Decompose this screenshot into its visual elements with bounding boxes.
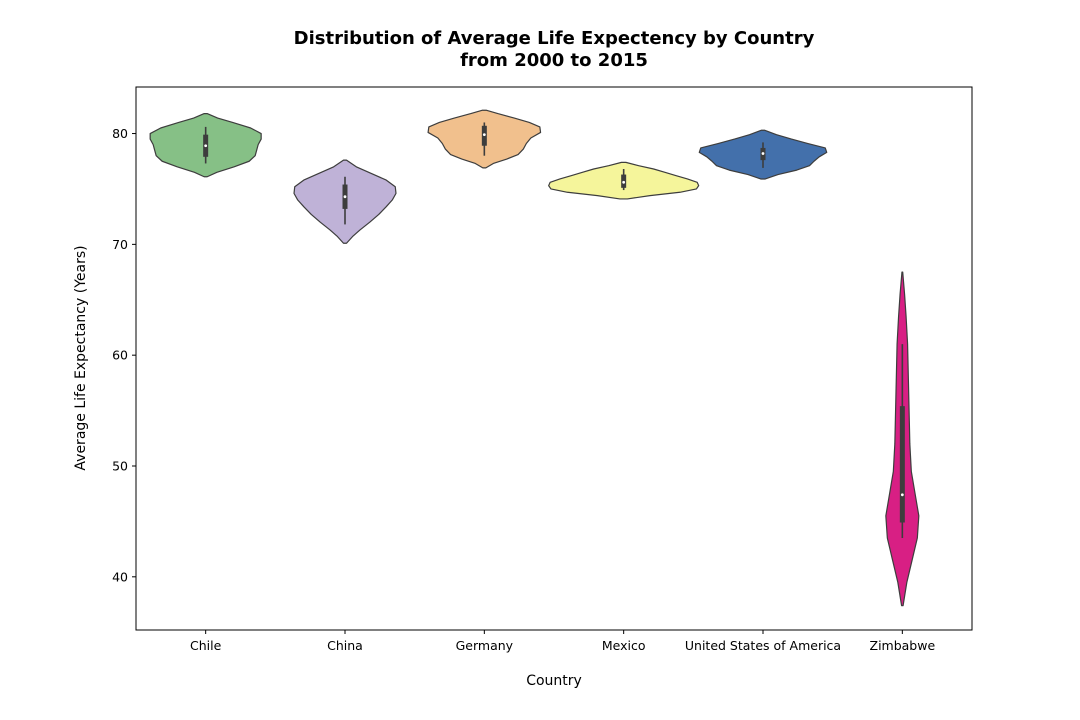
x-tick-label: United States of America xyxy=(685,638,841,653)
violin-median-zimbabwe xyxy=(900,493,904,497)
violin-united-states-of-america xyxy=(698,129,828,180)
y-axis-label: Average Life Expectancy (Years) xyxy=(73,245,89,470)
y-tick-label: 80 xyxy=(112,126,128,141)
violin-chile xyxy=(149,113,262,178)
plot-frame xyxy=(135,86,973,631)
x-tick-label: Chile xyxy=(190,638,222,653)
plot-area xyxy=(149,109,920,607)
x-tick-label: China xyxy=(327,638,363,653)
y-tick-label: 40 xyxy=(112,569,128,584)
x-tick-label: Zimbabwe xyxy=(870,638,936,653)
x-tick-label: Germany xyxy=(456,638,514,653)
violin-median-united-states-of-america xyxy=(761,152,765,155)
x-axis-label: Country xyxy=(526,673,582,689)
y-tick-label: 60 xyxy=(112,348,128,363)
violin-china xyxy=(293,159,397,244)
x-tick-label: Mexico xyxy=(602,638,646,653)
violin-mexico xyxy=(548,161,700,200)
violin-median-china xyxy=(343,195,347,199)
violin-zimbabwe xyxy=(885,271,920,607)
y-tick-label: 50 xyxy=(112,458,128,473)
violin-median-germany xyxy=(482,133,486,137)
x-axis: Chile China Germany Mexico United States of … xyxy=(190,630,935,653)
violin-germany xyxy=(427,109,542,169)
y-tick-label: 70 xyxy=(112,237,128,252)
violin-median-chile xyxy=(204,144,208,148)
chart-subtitle: from 2000 to 2015 xyxy=(460,50,648,71)
chart-title: Distribution of Average Life Expectency … xyxy=(294,28,815,49)
violin-iqr-box-zimbabwe xyxy=(899,406,905,523)
y-axis: 40 50 60 70 80 xyxy=(112,126,136,584)
violin-median-mexico xyxy=(622,180,626,184)
